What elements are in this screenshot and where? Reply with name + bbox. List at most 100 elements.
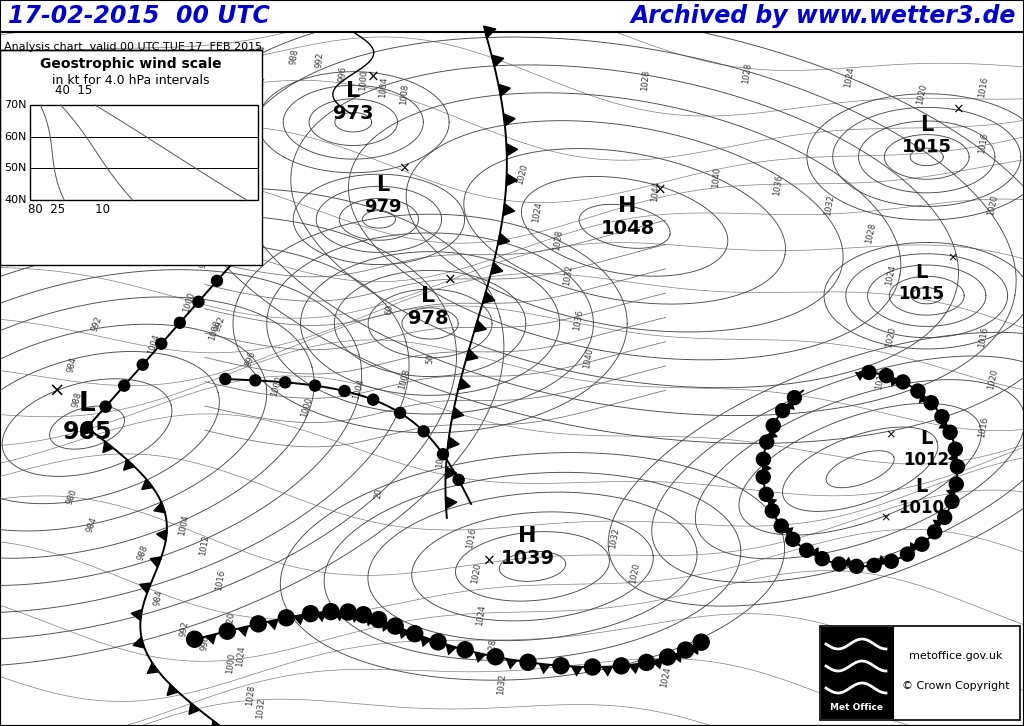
- Polygon shape: [843, 557, 853, 566]
- Polygon shape: [474, 320, 486, 332]
- Polygon shape: [147, 663, 159, 673]
- Text: L: L: [921, 115, 933, 135]
- Text: 1020: 1020: [470, 562, 482, 584]
- Text: 1024: 1024: [475, 604, 487, 626]
- Text: 984: 984: [66, 356, 78, 374]
- Text: 1028: 1028: [864, 222, 877, 245]
- Text: 996: 996: [338, 65, 348, 82]
- Circle shape: [935, 409, 949, 424]
- Polygon shape: [688, 643, 699, 655]
- Text: 1032: 1032: [256, 698, 266, 719]
- Polygon shape: [131, 609, 142, 620]
- Polygon shape: [651, 658, 664, 669]
- Polygon shape: [399, 627, 411, 639]
- Text: 40N: 40N: [4, 195, 27, 205]
- Circle shape: [323, 603, 339, 619]
- Polygon shape: [420, 636, 431, 648]
- Circle shape: [230, 254, 241, 266]
- Text: 984: 984: [255, 44, 267, 62]
- Circle shape: [302, 605, 318, 621]
- Polygon shape: [938, 420, 949, 429]
- Circle shape: [756, 470, 770, 484]
- Text: L: L: [421, 286, 435, 306]
- Text: 984: 984: [153, 589, 165, 606]
- Polygon shape: [506, 174, 517, 186]
- Polygon shape: [447, 437, 459, 449]
- Polygon shape: [267, 619, 279, 630]
- Circle shape: [785, 532, 800, 547]
- Circle shape: [765, 504, 779, 518]
- Circle shape: [948, 442, 963, 456]
- Text: 40  15: 40 15: [55, 84, 92, 97]
- Circle shape: [639, 654, 654, 670]
- Circle shape: [339, 386, 350, 396]
- Text: 984: 984: [173, 93, 185, 110]
- Text: 1000: 1000: [208, 319, 222, 342]
- Polygon shape: [672, 651, 683, 663]
- Text: ×: ×: [881, 511, 891, 524]
- Circle shape: [137, 359, 148, 370]
- Circle shape: [924, 396, 938, 409]
- Text: 1028: 1028: [640, 70, 650, 91]
- Circle shape: [585, 659, 600, 675]
- Text: 988: 988: [71, 391, 83, 409]
- Circle shape: [775, 404, 790, 417]
- Circle shape: [437, 449, 449, 460]
- Text: H: H: [518, 526, 537, 545]
- Bar: [30, 105, 258, 200]
- Text: 50: 50: [425, 353, 435, 364]
- Circle shape: [915, 537, 929, 551]
- Circle shape: [760, 435, 774, 449]
- Polygon shape: [124, 459, 134, 470]
- Polygon shape: [445, 497, 457, 509]
- Circle shape: [693, 635, 710, 650]
- Text: 1020: 1020: [224, 611, 237, 633]
- Polygon shape: [784, 400, 795, 410]
- Circle shape: [787, 391, 802, 404]
- Text: 1008: 1008: [397, 367, 412, 391]
- Polygon shape: [601, 666, 613, 677]
- Circle shape: [100, 401, 111, 412]
- Polygon shape: [506, 658, 517, 669]
- Polygon shape: [151, 557, 162, 567]
- Polygon shape: [381, 621, 392, 632]
- Circle shape: [928, 525, 941, 539]
- Text: 980: 980: [65, 488, 79, 506]
- Circle shape: [250, 375, 261, 386]
- Polygon shape: [919, 393, 929, 403]
- Text: 1024: 1024: [531, 201, 544, 224]
- Circle shape: [418, 426, 429, 437]
- Polygon shape: [539, 664, 551, 674]
- Text: 1032: 1032: [562, 264, 574, 286]
- Text: L: L: [915, 263, 928, 282]
- Polygon shape: [490, 263, 503, 274]
- Text: ×: ×: [48, 382, 65, 401]
- Circle shape: [911, 384, 925, 398]
- Text: 1024: 1024: [885, 264, 897, 286]
- Text: 996: 996: [200, 635, 210, 651]
- Polygon shape: [933, 520, 943, 529]
- Circle shape: [678, 642, 693, 658]
- Polygon shape: [188, 703, 200, 714]
- Text: L: L: [79, 391, 95, 417]
- Text: ×: ×: [947, 251, 957, 264]
- Text: 1020: 1020: [915, 83, 928, 106]
- Text: 1032: 1032: [497, 674, 507, 696]
- Circle shape: [387, 618, 403, 634]
- Text: 988: 988: [157, 141, 171, 159]
- Circle shape: [487, 649, 504, 665]
- Text: 984: 984: [255, 76, 267, 93]
- Bar: [0, 50, 262, 265]
- Text: 1044: 1044: [650, 181, 660, 203]
- Text: 992: 992: [177, 197, 191, 214]
- Text: 1016: 1016: [874, 368, 887, 390]
- Text: H: H: [618, 196, 637, 216]
- Circle shape: [896, 375, 910, 389]
- Text: 1020: 1020: [987, 195, 999, 216]
- Text: 1040: 1040: [712, 167, 722, 189]
- Circle shape: [943, 425, 957, 439]
- Text: 1028: 1028: [485, 639, 498, 661]
- Polygon shape: [350, 612, 361, 623]
- Polygon shape: [878, 555, 888, 565]
- Polygon shape: [482, 292, 495, 303]
